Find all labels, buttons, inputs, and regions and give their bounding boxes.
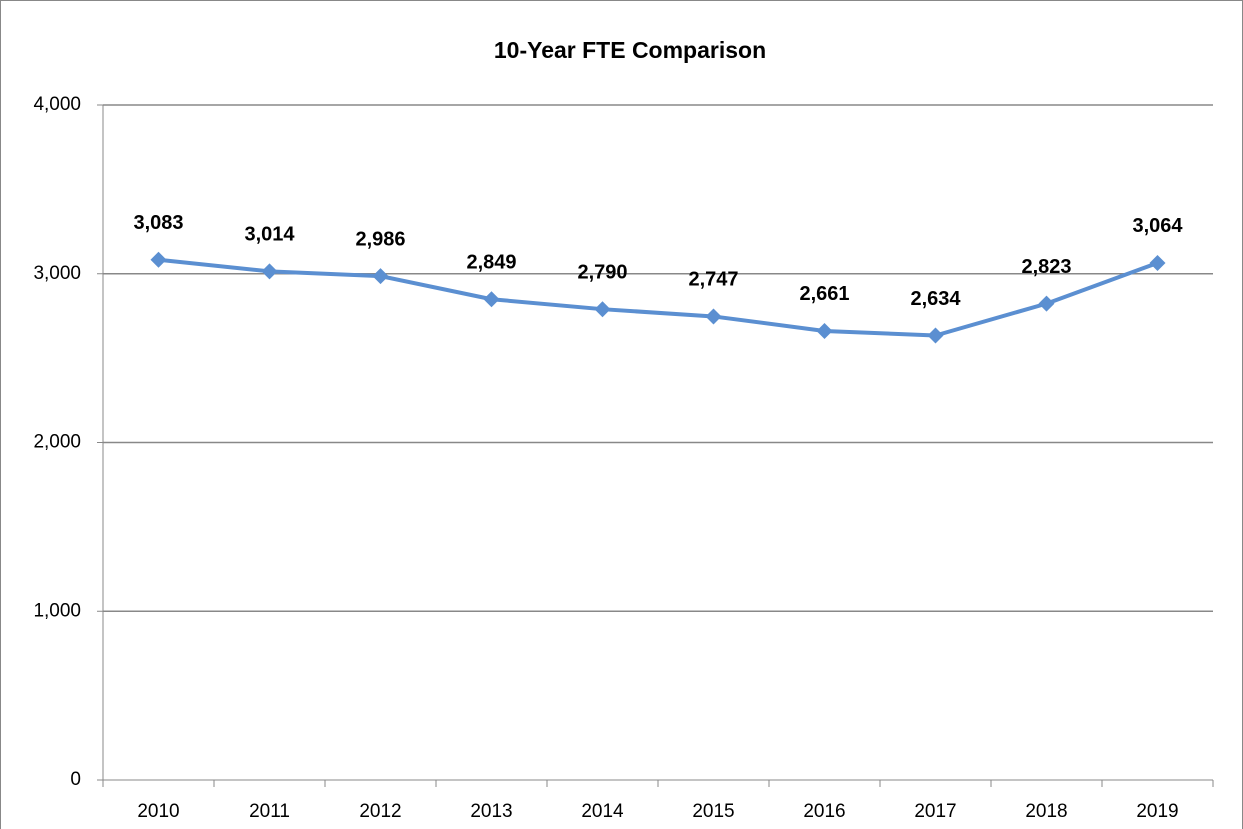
x-tick-label: 2015 [692,801,734,822]
data-point [594,301,611,318]
x-tick-label: 2012 [359,801,401,822]
data-label: 3,083 [133,212,183,234]
data-label: 2,849 [466,252,516,274]
data-point [705,308,722,325]
y-tick-label: 1,000 [33,600,81,621]
y-tick-label: 2,000 [33,432,81,453]
x-tick-label: 2010 [137,801,179,822]
data-point [1149,254,1166,271]
x-tick-label: 2019 [1136,801,1178,822]
data-label: 2,634 [910,288,961,310]
data-point [150,251,167,268]
data-point [927,327,944,344]
x-tick-label: 2011 [249,801,290,822]
x-tick-label: 2013 [470,801,512,822]
y-tick-label: 3,000 [33,263,81,284]
data-label: 3,064 [1132,215,1183,237]
data-label: 3,014 [244,224,295,246]
data-label: 2,823 [1021,256,1071,278]
y-tick-label: 0 [70,769,81,790]
data-point [1038,295,1055,312]
data-point [261,263,278,280]
series-line [158,257,1159,338]
y-tick-label: 4,000 [33,94,81,115]
data-point [816,322,833,339]
x-tick-label: 2016 [803,801,845,822]
data-point [372,268,389,285]
x-tick-label: 2018 [1025,801,1067,822]
data-label: 2,661 [799,283,849,305]
x-tick-label: 2017 [914,801,956,822]
data-label: 2,986 [355,228,405,250]
x-tick-label: 2014 [581,801,624,822]
data-label: 2,747 [688,269,738,291]
chart-title: 10-Year FTE Comparison [494,37,766,63]
data-point [483,291,500,308]
data-label: 2,790 [577,261,627,283]
